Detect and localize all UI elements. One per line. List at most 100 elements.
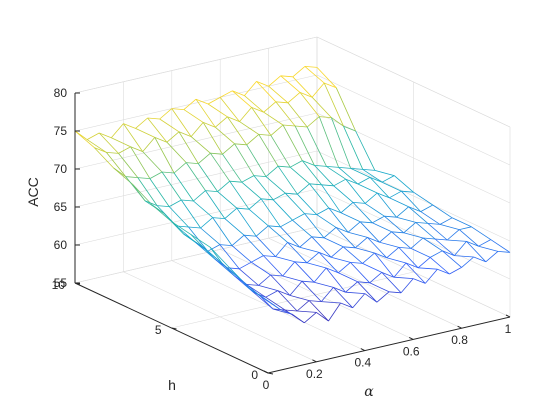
mesh-segment xyxy=(200,227,221,245)
mesh-segment xyxy=(217,191,238,209)
mesh-segment xyxy=(447,239,467,242)
mesh-segment xyxy=(268,225,288,243)
mesh-segment xyxy=(277,290,291,296)
mesh-segment xyxy=(205,190,218,192)
mesh-segment xyxy=(333,178,346,187)
mesh-segment xyxy=(241,175,255,183)
mesh-segment xyxy=(357,281,370,284)
mesh-segment xyxy=(391,231,404,234)
mesh-segment xyxy=(466,241,479,247)
mesh-segment xyxy=(231,234,245,246)
mesh-segment xyxy=(478,245,499,252)
mesh-segment xyxy=(234,143,255,176)
mesh-segment xyxy=(405,262,426,284)
mesh-segment xyxy=(209,246,230,268)
mesh-segment xyxy=(398,247,411,249)
mesh-segment xyxy=(306,262,327,269)
mesh-segment xyxy=(297,310,317,313)
mesh-segment xyxy=(360,221,373,224)
y-tick-label: 10 xyxy=(52,278,66,292)
mesh-segment xyxy=(246,144,267,177)
mesh-segment xyxy=(311,236,324,239)
mesh-segment xyxy=(466,241,487,263)
mesh-segment xyxy=(94,147,107,153)
x-tick-label: 0 xyxy=(263,378,270,392)
mesh-segment xyxy=(323,82,344,127)
mesh-segment xyxy=(149,171,163,179)
mesh-segment xyxy=(396,216,416,223)
mesh-segment xyxy=(311,96,332,118)
mesh-segment xyxy=(338,262,351,274)
mesh-segment xyxy=(292,76,313,98)
mesh-segment xyxy=(319,116,332,118)
mesh-segment xyxy=(403,232,424,239)
mesh-segment xyxy=(282,275,303,282)
mesh-segment xyxy=(207,103,228,118)
mesh-segment xyxy=(224,207,238,219)
mesh-segment xyxy=(215,116,228,128)
mesh-segment xyxy=(123,123,144,152)
mesh-segment xyxy=(320,287,334,302)
mesh-segment xyxy=(330,256,351,263)
z-tick-label: 80 xyxy=(54,86,68,100)
axes-frame xyxy=(74,92,511,375)
grid-line xyxy=(316,188,511,280)
mesh-segment xyxy=(381,272,395,278)
mesh-segment xyxy=(125,176,138,178)
mesh-segment xyxy=(258,134,279,167)
mesh-segment xyxy=(321,184,334,187)
mesh-segment xyxy=(459,226,472,230)
mesh-segment xyxy=(222,143,235,155)
mesh-segment xyxy=(338,167,351,169)
mesh-segment xyxy=(142,151,163,173)
mesh-segment xyxy=(415,222,428,224)
mesh-segment xyxy=(338,167,359,185)
mesh-segment xyxy=(429,257,450,275)
mesh-segment xyxy=(166,141,187,163)
mesh-segment xyxy=(106,152,127,177)
mesh-segment xyxy=(292,213,305,221)
mesh-segment xyxy=(362,252,375,264)
mesh-segment xyxy=(267,300,281,310)
mesh-segment xyxy=(393,262,407,278)
mesh-segment xyxy=(374,252,395,278)
mesh-segment xyxy=(268,85,289,104)
mesh-segment xyxy=(405,262,419,269)
mesh-segment xyxy=(229,180,250,210)
mesh-segment xyxy=(316,67,337,89)
mesh-segment xyxy=(372,215,385,224)
mesh-segment xyxy=(227,116,248,146)
mesh-segment xyxy=(282,124,303,161)
mesh-segment xyxy=(362,169,383,183)
mesh-segment xyxy=(374,252,387,259)
mesh-segment xyxy=(352,202,366,204)
mesh-segment xyxy=(335,87,356,132)
mesh-segment xyxy=(263,255,283,277)
mesh-segment xyxy=(497,251,511,253)
mesh-segment xyxy=(289,166,310,185)
mesh-segment xyxy=(490,239,511,253)
x-axis-label: α xyxy=(364,384,374,400)
mesh-segment xyxy=(352,293,366,309)
mesh-segment xyxy=(98,132,119,154)
mesh-segment xyxy=(161,171,182,201)
mesh-segment xyxy=(248,198,262,210)
mesh-segment xyxy=(328,207,349,233)
mesh-segment xyxy=(222,153,243,183)
mesh-segment xyxy=(110,123,124,139)
mesh-segment xyxy=(461,256,474,268)
mesh-segment xyxy=(285,192,298,195)
mesh-segment xyxy=(410,248,431,258)
mesh-segment xyxy=(311,236,332,258)
mesh-segment xyxy=(290,160,303,168)
mesh-segment xyxy=(328,207,342,214)
mesh-segment xyxy=(306,116,320,128)
mesh-segment xyxy=(345,178,359,185)
mesh-segment xyxy=(417,257,431,269)
mesh-segment xyxy=(331,117,352,169)
mesh-segment xyxy=(130,146,151,179)
mesh-segment xyxy=(478,239,491,247)
mesh-segment xyxy=(195,98,209,105)
mesh-segment xyxy=(313,267,327,283)
mesh-segment xyxy=(256,81,277,103)
